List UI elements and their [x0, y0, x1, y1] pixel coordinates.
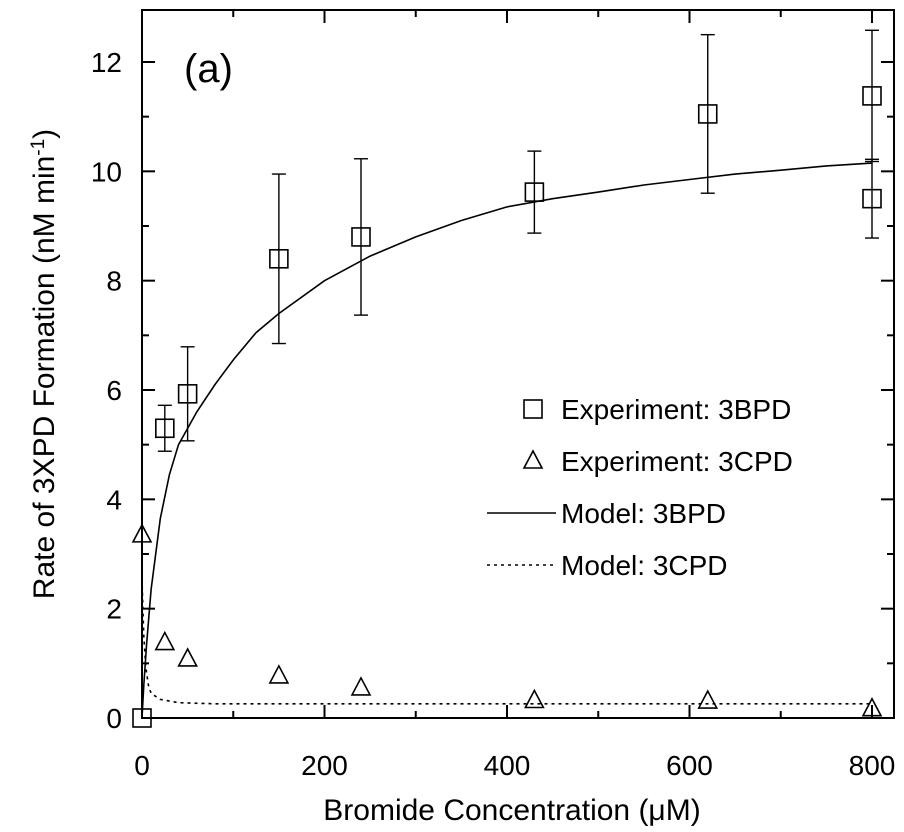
data-point-experiment-3cpd — [154, 630, 176, 651]
x-tick-label: 800 — [849, 750, 896, 781]
legend: Experiment: 3BPD Experiment: 3CPD Model: 3… — [487, 394, 793, 581]
y-tick-label: 2 — [106, 594, 122, 625]
y-axis-label-sup: -1 — [28, 139, 49, 156]
y-axis-label: Rate of 3XPD Formation (nM min-1) — [28, 129, 62, 599]
data-point-experiment-3bpd — [697, 104, 718, 124]
series-line-model-3cpd — [141, 578, 872, 705]
legend-label-model-3bpd: Model: 3BPD — [561, 498, 726, 529]
data-point-experiment-3cpd — [697, 689, 719, 709]
y-tick-label: 8 — [106, 266, 122, 297]
y-tick-label: 4 — [106, 484, 122, 515]
data-point-experiment-3bpd — [155, 418, 175, 439]
y-axis-label-main: Rate of 3XPD Formation (nM min — [28, 156, 61, 599]
plot-frame — [141, 9, 895, 719]
x-tick-label: 200 — [301, 750, 348, 781]
y-tick-label: 6 — [106, 375, 122, 406]
data-point-experiment-3bpd — [862, 188, 882, 209]
data-point-experiment-3cpd — [524, 688, 545, 709]
x-tick-label: 600 — [666, 750, 713, 781]
series-line-model-3bpd — [141, 162, 873, 719]
panel-label: (a) — [184, 47, 233, 91]
legend-label-model-3cpd: Model: 3CPD — [561, 550, 728, 581]
data-point-experiment-3cpd — [177, 647, 198, 667]
y-tick-label: 10 — [91, 156, 122, 187]
x-tick-label: 400 — [484, 750, 531, 781]
data-point-experiment-3bpd — [177, 384, 198, 404]
data-point-experiment-3bpd — [269, 249, 289, 269]
legend-marker-experiment-3cpd — [522, 449, 544, 469]
data-marks — [131, 29, 883, 728]
data-point-experiment-3bpd — [351, 227, 371, 247]
y-tick-label: 0 — [106, 703, 122, 734]
data-point-experiment-3cpd — [861, 696, 883, 717]
legend-label-experiment-3bpd: Experiment: 3BPD — [561, 394, 791, 425]
y-axis-label-close: ) — [28, 129, 61, 139]
axis-ticks: 0 200 400 600 800 0 2 4 6 8 10 12 — [91, 10, 896, 781]
data-point-experiment-3cpd — [131, 523, 153, 543]
data-point-experiment-3bpd — [524, 182, 545, 202]
x-axis-label: Bromide Concentration (μM) — [323, 794, 700, 827]
x-tick-label: 0 — [134, 750, 150, 781]
data-point-experiment-3cpd — [350, 676, 372, 696]
y-tick-label: 12 — [91, 47, 122, 78]
data-point-experiment-3bpd — [862, 86, 882, 106]
data-point-experiment-3cpd — [268, 664, 290, 684]
legend-marker-experiment-3bpd — [523, 399, 543, 419]
legend-label-experiment-3cpd: Experiment: 3CPD — [561, 446, 793, 477]
